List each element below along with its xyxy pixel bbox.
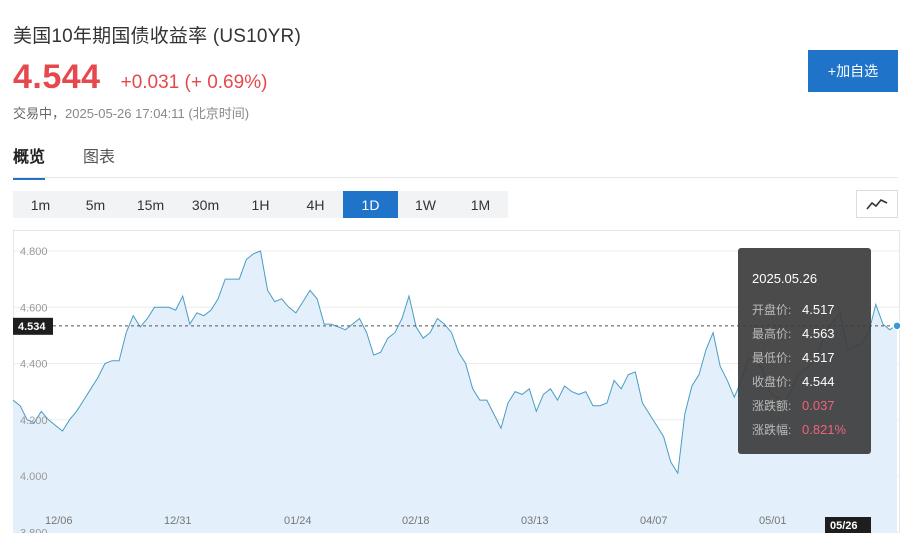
- crosshair-date-badge: [825, 517, 871, 533]
- status-text: 交易中，: [13, 106, 66, 121]
- chart-tooltip: 2025.05.26 开盘价: 4.517 最高价: 4.563 最低价: 4.…: [738, 248, 871, 454]
- period-1w[interactable]: 1W: [415, 196, 436, 213]
- chart-canvas: 4.800 4.600 4.400 4.200 4.000 3.80012/06 12/31…: [13, 230, 900, 533]
- tooltip-row-close: 收盘价: 4.544: [752, 369, 871, 393]
- quote-row: 4.544 +0.031 (+ 0.69%): [13, 58, 267, 97]
- y-tick-label: 4.800: [20, 246, 48, 258]
- tooltip-label: 最低价:: [752, 350, 792, 365]
- x-tick-label: 02/18: [402, 515, 430, 527]
- period-30m[interactable]: 30m: [191, 196, 220, 213]
- tab-divider: [13, 177, 898, 178]
- price-area: [13, 251, 897, 533]
- crosshair-value-badge: [13, 317, 53, 335]
- y-tick-label: 4.000: [20, 471, 48, 483]
- page-title: 美国10年期国债收益率 (US10YR): [13, 26, 301, 47]
- last-price: 4.544: [13, 58, 101, 96]
- tooltip-label: 收盘价:: [752, 374, 792, 389]
- period-1m[interactable]: 1m: [30, 196, 51, 213]
- tab-bar: 概览 图表: [13, 143, 153, 180]
- tooltip-label: 涨跌幅:: [752, 422, 792, 437]
- tab-overview[interactable]: 概览: [13, 143, 46, 180]
- tab-chart[interactable]: 图表: [83, 149, 116, 166]
- period-4h[interactable]: 4H: [306, 196, 325, 213]
- tooltip-date: 2025.05.26: [752, 271, 818, 286]
- y-tick-label: 4.200: [20, 415, 48, 427]
- x-tick-label: 12/06: [45, 515, 73, 527]
- chart-type-button[interactable]: [856, 190, 898, 218]
- y-tick-label: 4.400: [20, 359, 48, 371]
- crosshair-value-label: 4.534: [18, 321, 46, 333]
- tooltip-row-low: 最低价: 4.517: [752, 345, 871, 369]
- tooltip-label: 最高价:: [752, 326, 792, 341]
- period-15m[interactable]: 15m: [136, 196, 165, 213]
- tooltip-value: 4.517: [802, 301, 835, 317]
- period-1mo[interactable]: 1M: [470, 196, 491, 213]
- period-1h[interactable]: 1H: [251, 196, 270, 213]
- tooltip-row-change-pct: 涨跌幅: 0.821%: [752, 417, 871, 441]
- add-watchlist-button[interactable]: +加自选: [808, 50, 898, 92]
- x-tick-label: 05/01: [759, 515, 787, 527]
- period-selector: 1m 5m 15m 30m 1H 4H 1D 1W 1M: [13, 191, 508, 218]
- tooltip-row-high: 最高价: 4.563: [752, 321, 871, 345]
- last-point-marker: [892, 321, 900, 331]
- y-tick-label: 3.800: [20, 527, 48, 533]
- chart-border: [13, 230, 900, 533]
- y-tick-label: 4.600: [20, 302, 48, 314]
- period-1d[interactable]: 1D: [343, 191, 398, 218]
- tooltip-value: 4.517: [802, 349, 835, 365]
- crosshair-date-label: 05/26: [830, 520, 858, 532]
- tooltip-label: 开盘价:: [752, 302, 792, 317]
- x-tick-label: 03/13: [521, 515, 549, 527]
- period-5m[interactable]: 5m: [85, 196, 106, 213]
- tooltip-value: 4.544: [802, 373, 835, 389]
- trading-status: 交易中，2025-05-26 17:04:11 (北京时间): [13, 103, 249, 122]
- tooltip-value: 4.563: [802, 325, 835, 341]
- x-tick-label: 01/24: [284, 515, 312, 527]
- tooltip-row-change: 涨跌额: 0.037: [752, 393, 871, 417]
- tooltip-value: 0.821%: [802, 421, 847, 437]
- tooltip-value: 0.037: [802, 397, 835, 413]
- tooltip-label: 涨跌额:: [752, 398, 792, 413]
- timestamp: 2025-05-26 17:04:11 (北京时间): [65, 106, 250, 121]
- x-tick-label: 12/31: [164, 515, 192, 527]
- tooltip-row-open: 开盘价: 4.517: [752, 297, 871, 321]
- price-change: +0.031 (+ 0.69%): [120, 72, 268, 93]
- line-chart-icon: [866, 199, 888, 210]
- price-chart[interactable]: 4.800 4.600 4.400 4.200 4.000 3.80012/06 12/31…: [13, 230, 900, 533]
- x-tick-label: 04/07: [640, 515, 668, 527]
